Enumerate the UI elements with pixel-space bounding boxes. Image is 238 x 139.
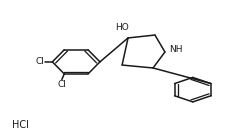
Text: Cl: Cl [35,57,44,66]
Text: NH: NH [169,45,183,54]
Text: HCl: HCl [12,120,29,130]
Text: HO: HO [115,23,129,32]
Text: Cl: Cl [57,80,66,89]
